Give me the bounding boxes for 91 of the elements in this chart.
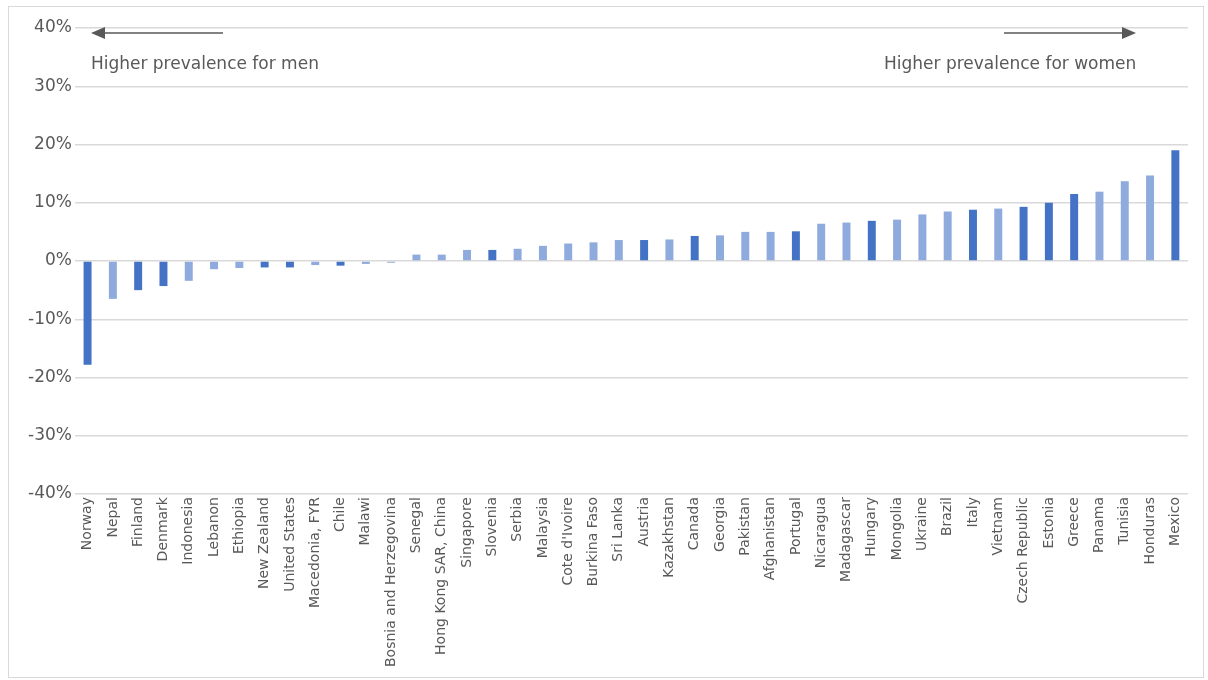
x-tick-label: Cote d'Ivoire bbox=[558, 497, 575, 586]
x-tick-label: Serbia bbox=[508, 497, 525, 542]
x-tick-label: Bosnia and Herzegovina bbox=[381, 497, 398, 667]
bar bbox=[134, 261, 143, 291]
bar bbox=[690, 235, 699, 261]
x-tick-label: United States bbox=[280, 497, 297, 592]
x-tick-label: Senegal bbox=[407, 497, 424, 554]
x-tick-label: Ethiopia bbox=[229, 497, 246, 555]
x-tick-label: Lebanon bbox=[204, 497, 221, 557]
bar bbox=[867, 220, 876, 261]
x-tick-label: Slovenia bbox=[482, 497, 499, 557]
x-tick-label: Nepal bbox=[103, 497, 120, 538]
y-tick-label: 10% bbox=[34, 191, 72, 212]
y-tick-label: 0% bbox=[44, 249, 72, 270]
x-tick-label: Czech Republic bbox=[1014, 497, 1031, 604]
bar bbox=[1171, 150, 1180, 261]
bar bbox=[791, 231, 800, 261]
x-tick-label: Vietnam bbox=[988, 497, 1005, 556]
x-tick-label: Finland bbox=[128, 497, 145, 548]
x-tick-label: Canada bbox=[685, 497, 702, 551]
bar bbox=[108, 261, 117, 299]
x-tick-label: Singapore bbox=[457, 497, 474, 568]
bar bbox=[716, 235, 724, 261]
y-tick-label: -40% bbox=[28, 482, 72, 503]
bar bbox=[741, 231, 750, 261]
bar bbox=[994, 208, 1003, 261]
x-tick-label: Portugal bbox=[786, 497, 803, 555]
bar bbox=[361, 261, 370, 264]
x-tick-label: Hong Kong SAR, China bbox=[432, 497, 449, 655]
x-tick-label: Nicaragua bbox=[811, 497, 828, 569]
x-tick-label: Kazakhstan bbox=[660, 497, 677, 578]
x-tick-label: Panama bbox=[1090, 497, 1107, 554]
bar bbox=[1044, 202, 1053, 261]
x-tick-label: New Zealand bbox=[255, 497, 272, 590]
bar bbox=[1070, 194, 1079, 261]
annotation: Higher prevalence for men bbox=[90, 53, 319, 74]
x-tick-label: Greece bbox=[1064, 497, 1081, 547]
bar bbox=[943, 211, 952, 261]
y-tick-label: -30% bbox=[28, 424, 72, 445]
x-tick-label: Austria bbox=[634, 497, 651, 547]
x-tick-label: Madagascar bbox=[837, 496, 854, 582]
x-tick-label: Pakistan bbox=[735, 497, 752, 556]
bar bbox=[766, 231, 775, 261]
y-tick-label: 40% bbox=[34, 16, 72, 37]
bar bbox=[640, 240, 649, 261]
annotation: Higher prevalence for women bbox=[884, 53, 1137, 74]
bar bbox=[614, 240, 623, 261]
bar bbox=[564, 243, 573, 261]
x-tick-label: Burkina Faso bbox=[584, 497, 601, 587]
x-tick-label: Estonia bbox=[1039, 497, 1056, 549]
bar bbox=[817, 223, 826, 261]
x-tick-label: Tunisia bbox=[1115, 497, 1132, 546]
bar bbox=[184, 261, 193, 281]
bar bbox=[159, 261, 168, 287]
x-tick-label: Brazil bbox=[938, 497, 955, 537]
x-tick-label: Mexico bbox=[1165, 497, 1182, 546]
bar bbox=[210, 261, 219, 270]
bar bbox=[1019, 206, 1028, 261]
bar bbox=[83, 261, 92, 365]
bar bbox=[918, 214, 927, 261]
bar bbox=[463, 249, 472, 261]
y-tick-label: 20% bbox=[34, 132, 72, 153]
x-tick-label: Denmark bbox=[154, 496, 171, 562]
bar bbox=[893, 219, 902, 261]
x-tick-label: Malaysia bbox=[533, 497, 550, 559]
x-tick-label: Georgia bbox=[710, 497, 727, 552]
x-tick-label: Hungary bbox=[862, 497, 879, 557]
x-tick-label: Mongolia bbox=[887, 497, 904, 561]
bar bbox=[513, 248, 522, 261]
y-tick-label: -20% bbox=[28, 365, 72, 386]
x-tick-label: Indonesia bbox=[179, 497, 196, 565]
bar bbox=[488, 249, 497, 261]
y-tick-label: 30% bbox=[34, 74, 72, 95]
bar bbox=[235, 261, 244, 268]
bar bbox=[1095, 191, 1104, 261]
x-tick-label: Afghanistan bbox=[761, 497, 778, 581]
bar bbox=[336, 261, 345, 266]
bar bbox=[1120, 181, 1129, 261]
x-tick-label: Malawi bbox=[356, 497, 373, 546]
bar bbox=[1146, 175, 1155, 261]
x-tick-label: Macedonia, FYR bbox=[305, 496, 322, 609]
y-tick-label: -10% bbox=[28, 307, 72, 328]
x-tick-label: Sri Lanka bbox=[609, 497, 626, 562]
bar bbox=[665, 239, 674, 261]
x-tick-label: Ukraine bbox=[913, 497, 930, 552]
bar bbox=[538, 245, 547, 261]
x-tick-label: Norway bbox=[78, 497, 95, 551]
x-tick-label: Honduras bbox=[1140, 497, 1157, 565]
x-tick-label: Chile bbox=[331, 497, 348, 533]
x-tick-label: Italy bbox=[963, 497, 980, 528]
bar bbox=[968, 209, 977, 261]
